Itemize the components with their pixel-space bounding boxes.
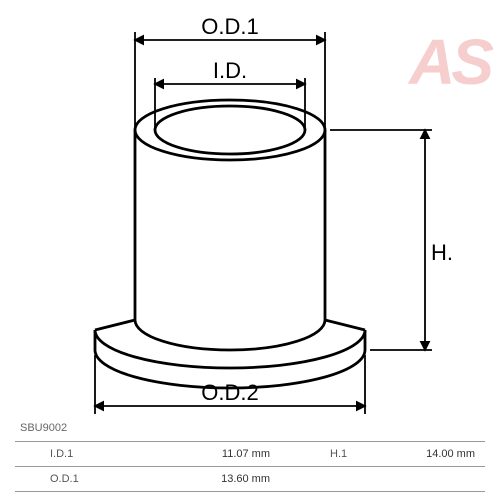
spec-label: O.D.1 <box>15 473 120 485</box>
spec-value: 14.00 mm <box>390 448 485 460</box>
spec-value: 13.60 mm <box>120 473 310 485</box>
spec-value: 11.07 mm <box>120 448 310 460</box>
label-id: I.D. <box>213 58 247 83</box>
spec-label: I.D.1 <box>15 448 120 460</box>
spec-table: I.D.1 11.07 mm H.1 14.00 mm O.D.1 13.60 … <box>15 441 485 492</box>
table-row: I.D.1 11.07 mm H.1 14.00 mm <box>15 441 485 466</box>
table-row: O.D.1 13.60 mm <box>15 466 485 492</box>
label-od1: O.D.1 <box>201 14 258 39</box>
bushing-diagram: O.D.1 I.D. O.D.2 H. <box>30 10 470 430</box>
label-h: H. <box>431 240 453 265</box>
spec-label: H.1 <box>310 448 390 460</box>
label-od2: O.D.2 <box>201 380 258 405</box>
